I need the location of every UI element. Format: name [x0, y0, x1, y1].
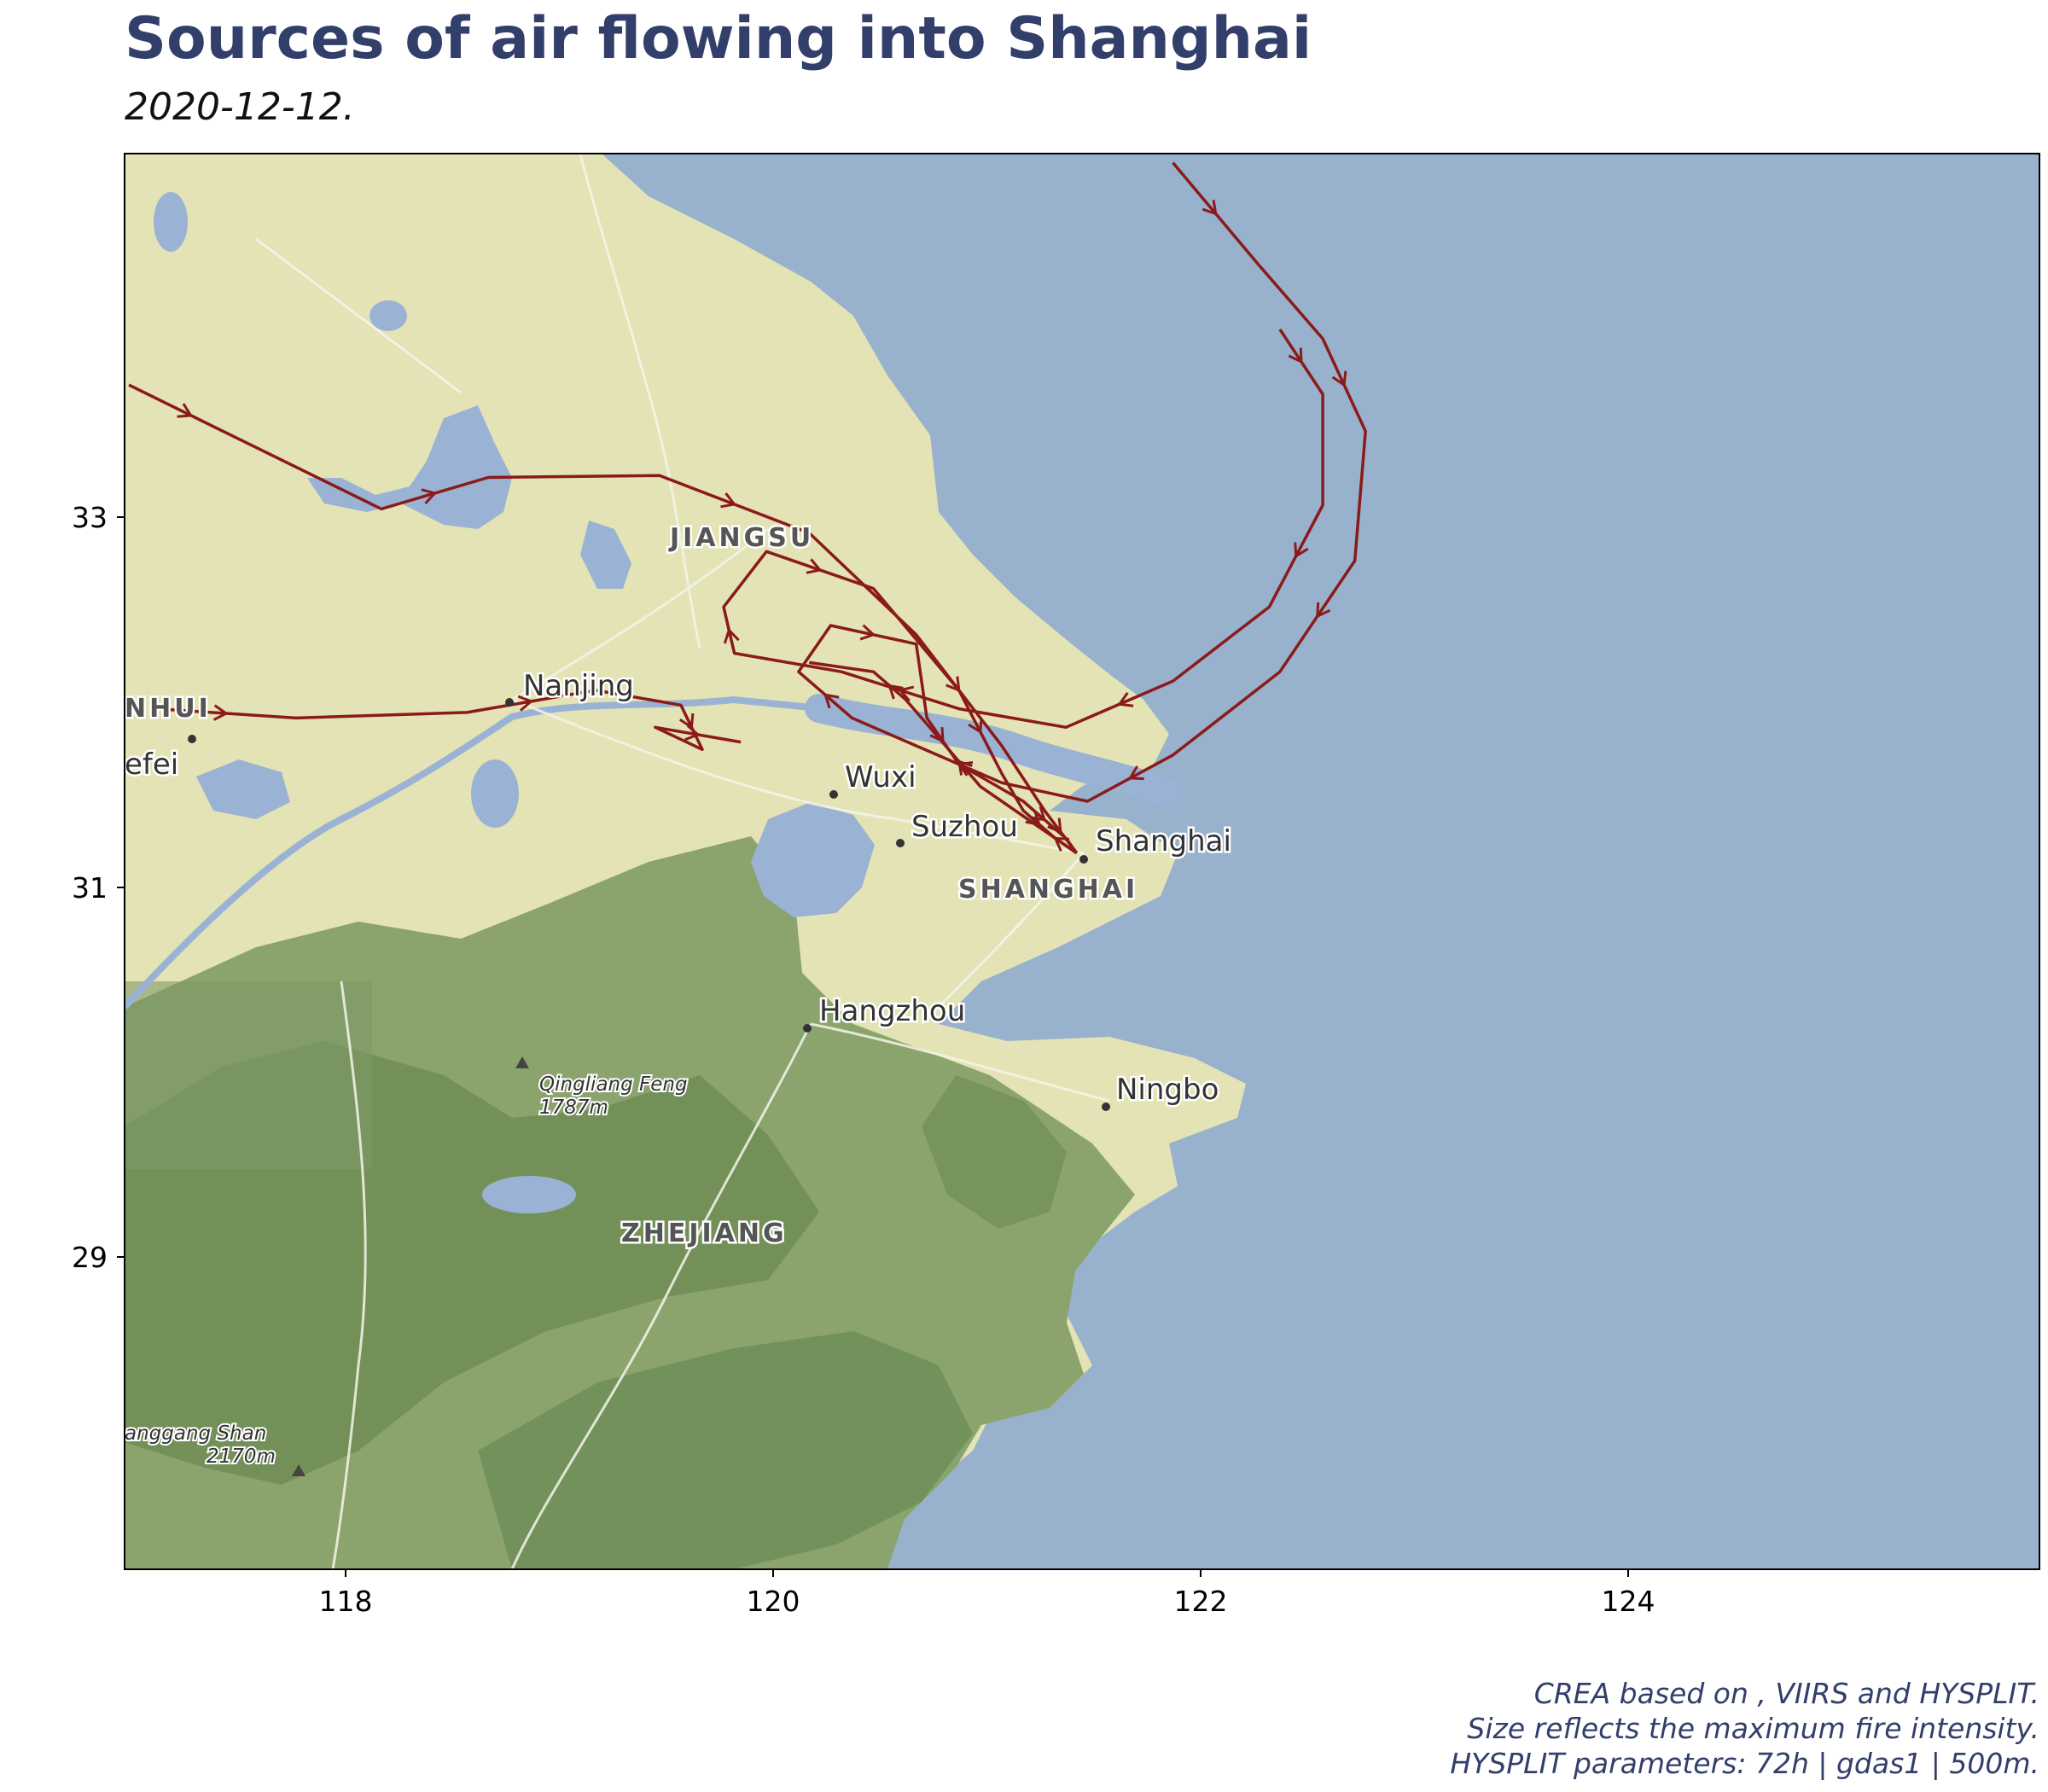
label-shanghai: Shanghai — [1096, 824, 1231, 858]
x-tick-label: 118 — [319, 1585, 373, 1618]
x-tick-label: 122 — [1174, 1585, 1228, 1618]
yangtze-river — [805, 694, 1184, 808]
label-qingliang-feng: Qingliang Feng — [539, 1073, 688, 1096]
trajectory-arrow — [421, 488, 438, 505]
trajectory-arrow — [720, 492, 737, 509]
label-qingliang-height: 1787m — [539, 1097, 608, 1119]
y-tick-label: 31 — [72, 871, 108, 905]
ningbo-marker — [1102, 1103, 1110, 1111]
trajectory-layer — [128, 161, 1367, 855]
trajectory-arrow — [823, 693, 840, 709]
y-tick-label: 33 — [72, 501, 108, 534]
label-hangzhou: Hangzhou — [819, 994, 965, 1028]
trajectory-arrow — [1127, 765, 1144, 781]
taihu-lake — [751, 802, 875, 917]
x-tick-label: 120 — [747, 1585, 800, 1618]
trajectory-arrow — [1030, 806, 1047, 822]
page-subtitle: 2020-12-12. — [125, 85, 355, 129]
label-huanggang-shan: anggang Shan — [125, 1423, 266, 1445]
basemap — [125, 154, 2039, 1569]
page-title: Sources of air flowing into Shanghai — [125, 5, 1312, 73]
trajectory-arrow — [684, 724, 701, 742]
trajectory-arrow — [1316, 602, 1331, 619]
trajectory-arrow — [177, 403, 194, 418]
chaohu-lake — [196, 759, 290, 819]
trajectory-line-4 — [722, 329, 1324, 855]
gaoyou-lake — [580, 521, 631, 589]
road-network — [255, 154, 1110, 1569]
forest-dark-area-3 — [922, 1075, 1067, 1229]
trajectory-line-5 — [809, 660, 1078, 855]
small-lake — [154, 192, 188, 252]
trajectory-arrow — [678, 713, 695, 730]
trajectory-arrow — [723, 627, 740, 644]
peak-icon — [292, 1464, 305, 1476]
qiandao-lake — [482, 1176, 576, 1213]
trajectory-arrow — [1331, 370, 1347, 387]
label-nanjing: Nanjing — [523, 669, 634, 703]
hefei-marker — [188, 735, 196, 743]
peak-icon — [515, 1056, 529, 1068]
trajectory-arrow — [1288, 347, 1303, 364]
label-anhui: NHUI — [125, 694, 212, 724]
label-ningbo: Ningbo — [1116, 1073, 1219, 1107]
trajectory-arrow — [1201, 200, 1218, 216]
y-axis: 33 31 29 — [72, 501, 125, 1274]
hangzhou-marker — [803, 1024, 812, 1033]
plot-frame — [124, 153, 2040, 1570]
credit-line-3: HYSPLIT parameters: 72h | gdas1 | 500m. — [1450, 1747, 2039, 1780]
label-shanghai-region: SHANGHAI — [958, 875, 1138, 905]
yangtze-river-upstream — [125, 695, 820, 1009]
label-wuxi: Wuxi — [845, 760, 916, 794]
shanghai-marker — [1079, 855, 1088, 864]
trajectory-arrow — [1117, 692, 1134, 707]
trajectory-arrow — [957, 759, 973, 776]
trajectory-arrow — [1053, 836, 1070, 852]
trajectory-arrow — [968, 718, 983, 735]
trajectory-arrow — [1294, 542, 1309, 559]
label-jiangsu: JIANGSU — [668, 523, 814, 553]
tile-patch — [125, 981, 372, 1169]
trajectory-arrow — [806, 558, 823, 574]
trajectory-arrow — [859, 624, 876, 641]
label-suzhou: Suzhou — [911, 810, 1018, 844]
trajectory-arrow — [1025, 811, 1042, 827]
trajectory-line-2 — [156, 689, 742, 752]
x-axis: 118 120 122 124 — [319, 1569, 1655, 1618]
nanjing-marker — [505, 698, 514, 707]
x-tick-label: 124 — [1602, 1585, 1655, 1618]
trajectory-arrow — [517, 695, 534, 712]
small-lake — [369, 300, 407, 331]
map-labels: Nanjing efei Wuxi Suzhou Shanghai Hangzh… — [123, 521, 1233, 1476]
credit-line-1: CREA based on , VIIRS and HYSPLIT. — [1533, 1677, 2039, 1710]
small-lake — [471, 759, 519, 828]
label-zhejiang: ZHEJIANG — [621, 1219, 788, 1248]
trajectory-arrow — [887, 684, 904, 700]
label-huanggang-height: 2170m — [207, 1446, 276, 1468]
credit-line-2: Size reflects the maximum fire intensity… — [1467, 1712, 2039, 1745]
y-tick-label: 29 — [72, 1241, 108, 1274]
label-hefei: efei — [125, 748, 178, 782]
trajectory-arrow — [212, 704, 230, 721]
trajectory-arrow — [898, 685, 915, 702]
suzhou-marker — [896, 839, 905, 847]
forest-dark-area-2 — [478, 1331, 973, 1569]
wuxi-marker — [829, 790, 838, 799]
